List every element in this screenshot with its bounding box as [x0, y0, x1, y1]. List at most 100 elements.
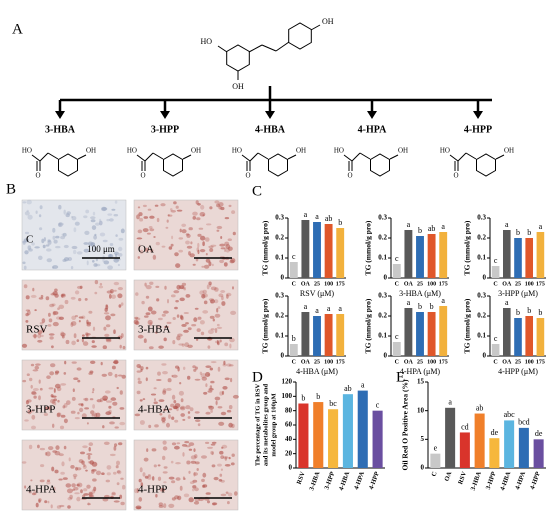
bar — [491, 266, 500, 278]
cell-stain — [212, 318, 215, 322]
cell-stain — [56, 412, 62, 417]
cell-stain — [113, 289, 117, 292]
cell-stain — [118, 442, 123, 446]
cell-stain — [181, 286, 186, 290]
cell-stain — [76, 467, 82, 471]
benzene-ring — [268, 153, 288, 177]
bar — [392, 264, 401, 278]
cell-stain — [58, 204, 62, 210]
cell-stain — [52, 423, 55, 428]
cell-stain — [143, 216, 149, 219]
cell-stain — [24, 485, 27, 489]
cell-stain — [108, 405, 112, 409]
bar — [439, 232, 448, 278]
y-tick-label: 0.2 — [275, 312, 284, 320]
cell-stain — [137, 229, 143, 234]
cell-stain — [31, 414, 36, 420]
cell-stain — [38, 498, 42, 502]
cell-stain — [102, 239, 108, 243]
cell-stain — [63, 372, 67, 375]
significance-letter: ab — [325, 214, 333, 223]
cell-stain — [111, 492, 116, 496]
bond — [136, 154, 146, 162]
cell-stain — [88, 447, 91, 452]
micrograph-label: 3-HPP — [26, 404, 55, 416]
cell-stain — [174, 445, 180, 450]
cell-stain — [196, 468, 199, 471]
cell-stain — [45, 296, 50, 301]
cell-stain — [211, 441, 217, 444]
cell-stain — [102, 497, 109, 502]
cell-stain — [192, 485, 197, 489]
cell-stain — [196, 217, 201, 221]
cell-stain — [103, 312, 110, 315]
bond — [152, 152, 164, 160]
cell-stain — [220, 493, 227, 497]
cell-stain — [188, 448, 193, 451]
cell-stain — [61, 335, 65, 339]
cell-stain — [180, 413, 185, 417]
significance-letter: ab — [476, 403, 484, 412]
cell-stain — [96, 399, 102, 403]
y-tick-label: 0 — [281, 352, 285, 360]
cell-stain — [171, 394, 176, 400]
cell-stain — [74, 417, 80, 420]
cell-stain — [203, 264, 210, 269]
cell-stain — [43, 413, 49, 416]
cell-stain — [181, 444, 188, 447]
cell-stain — [117, 293, 123, 299]
cell-stain — [201, 265, 205, 268]
cell-stain — [73, 377, 79, 381]
cell-stain — [101, 207, 108, 211]
y-tick-label: 0.2 — [275, 234, 284, 242]
cell-stain — [74, 221, 80, 226]
cell-stain — [202, 310, 209, 314]
cell-stain — [202, 214, 205, 217]
cell-stain — [134, 488, 139, 494]
cell-stain — [206, 284, 210, 290]
cell-stain — [220, 206, 225, 211]
cell-stain — [86, 323, 91, 327]
cell-stain — [108, 409, 112, 415]
cell-stain — [179, 485, 183, 491]
bar — [313, 222, 321, 278]
cell-stain — [115, 234, 118, 237]
cell-stain — [168, 414, 171, 419]
y-tick-label: 0 — [421, 464, 425, 472]
cell-stain — [32, 287, 35, 292]
cell-stain — [150, 310, 157, 315]
bar — [301, 312, 310, 356]
cell-stain — [136, 370, 142, 373]
cell-stain — [193, 317, 198, 322]
cell-stain — [70, 322, 74, 328]
y-tick-label: 0.1 — [275, 332, 284, 340]
cell-stain — [104, 494, 110, 498]
cell-stain — [55, 370, 60, 374]
cell-stain — [77, 379, 81, 383]
significance-letter: b — [301, 393, 305, 402]
cell-stain — [80, 489, 83, 494]
y-tick-label: 15 — [417, 378, 425, 386]
cell-stain — [109, 243, 114, 246]
bar — [525, 316, 534, 356]
cell-stain — [175, 477, 181, 481]
significance-letter: b — [527, 306, 531, 315]
cell-stain — [93, 486, 97, 492]
cell-stain — [164, 285, 167, 290]
cell-stain — [104, 333, 110, 337]
cell-stain — [35, 405, 39, 408]
x-tick-label: 25 — [314, 281, 320, 287]
cell-stain — [184, 342, 190, 348]
cell-stain — [186, 245, 193, 249]
cell-stain — [227, 501, 230, 505]
cell-stain — [160, 203, 166, 207]
cell-stain — [205, 411, 211, 415]
cell-stain — [224, 342, 229, 347]
cell-stain — [139, 399, 143, 402]
cell-stain — [27, 409, 32, 415]
cell-stain — [214, 200, 220, 204]
cell-stain — [25, 295, 30, 300]
cell-stain — [189, 253, 195, 258]
cell-stain — [171, 374, 174, 378]
cell-stain — [70, 410, 76, 414]
